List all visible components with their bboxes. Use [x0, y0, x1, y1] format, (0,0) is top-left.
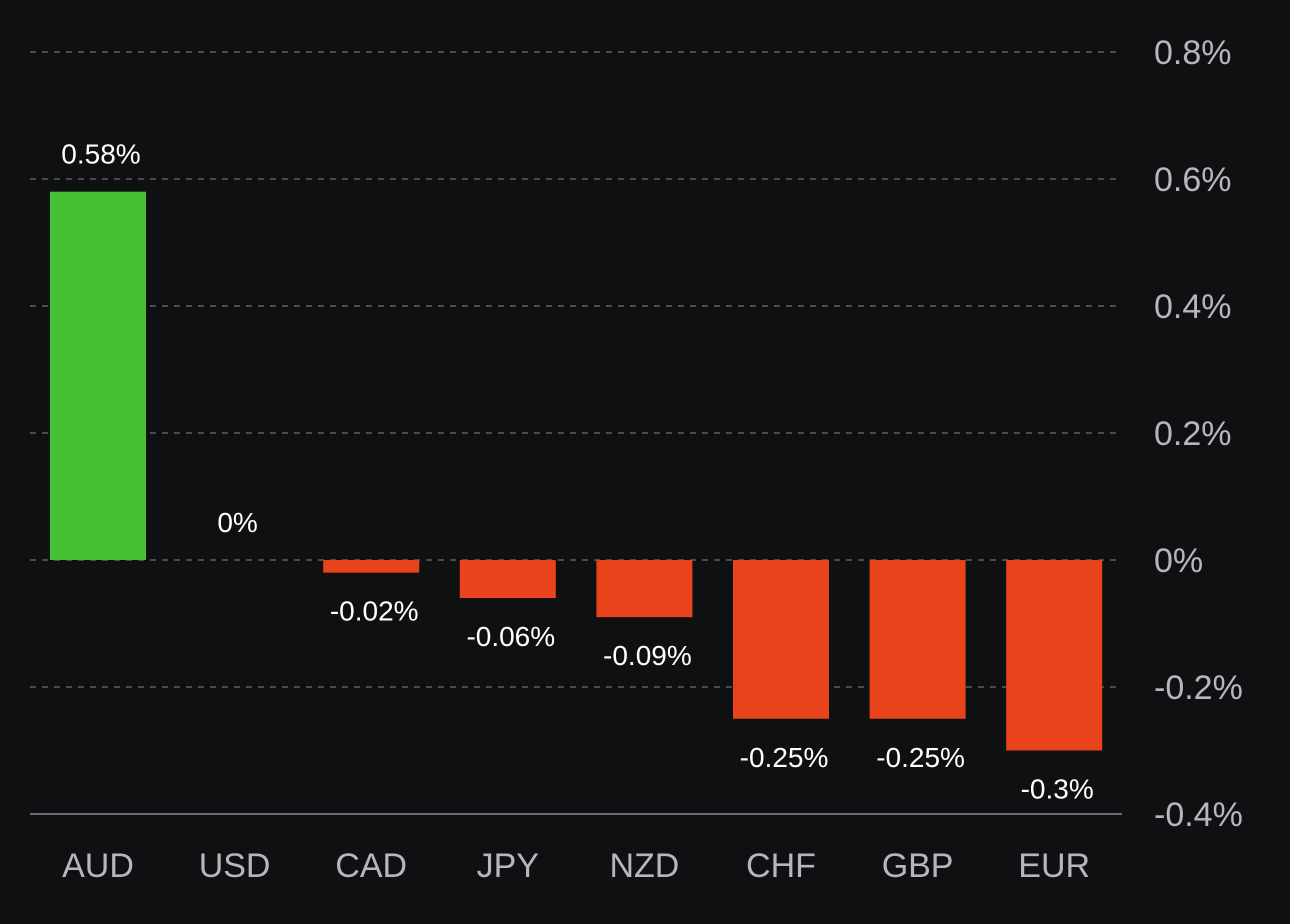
x-tick-label-eur: EUR [1018, 847, 1090, 885]
bar-chf [733, 560, 829, 719]
data-label-eur: -0.3% [1021, 774, 1094, 805]
x-tick-label-aud: AUD [62, 847, 134, 885]
x-tick-label-nzd: NZD [609, 847, 679, 885]
x-tick-label-chf: CHF [746, 847, 816, 885]
data-label-jpy: -0.06% [466, 621, 555, 652]
y-axis: 0.8% 0.6% 0.4% 0.2% 0% -0.2% -0.4% [1154, 34, 1243, 834]
bar-cad [323, 560, 420, 573]
data-label-aud: 0.58% [61, 139, 140, 170]
data-label-nzd: -0.09% [603, 640, 692, 671]
x-axis: AUD USD CAD JPY NZD CHF GBP EUR [62, 847, 1090, 885]
y-tick-label: 0.8% [1154, 34, 1232, 72]
x-tick-label-usd: USD [199, 847, 271, 885]
bar-nzd [596, 560, 693, 618]
data-label-chf: -0.25% [740, 742, 829, 773]
bar-aud [50, 191, 146, 560]
bar-eur [1006, 560, 1103, 751]
y-tick-label: -0.2% [1154, 669, 1243, 707]
bar-jpy [459, 560, 556, 599]
grid-lines [30, 51, 1122, 815]
bar-gbp [869, 560, 966, 719]
x-tick-label-jpy: JPY [477, 847, 539, 885]
data-label-gbp: -0.25% [876, 742, 965, 773]
y-tick-label: 0.4% [1154, 288, 1232, 326]
data-label-usd: 0% [217, 507, 257, 538]
data-labels: 0.58% 0% -0.02% -0.06% -0.09% -0.25% -0.25% -0.… [61, 139, 1093, 805]
y-tick-label: 0.6% [1154, 161, 1232, 199]
y-tick-label: 0.2% [1154, 415, 1232, 453]
bars [50, 191, 1103, 751]
x-tick-label-gbp: GBP [882, 847, 954, 885]
y-tick-label: 0% [1154, 542, 1203, 580]
y-tick-label: -0.4% [1154, 796, 1243, 834]
data-label-cad: -0.02% [330, 596, 419, 627]
x-tick-label-cad: CAD [335, 847, 407, 885]
